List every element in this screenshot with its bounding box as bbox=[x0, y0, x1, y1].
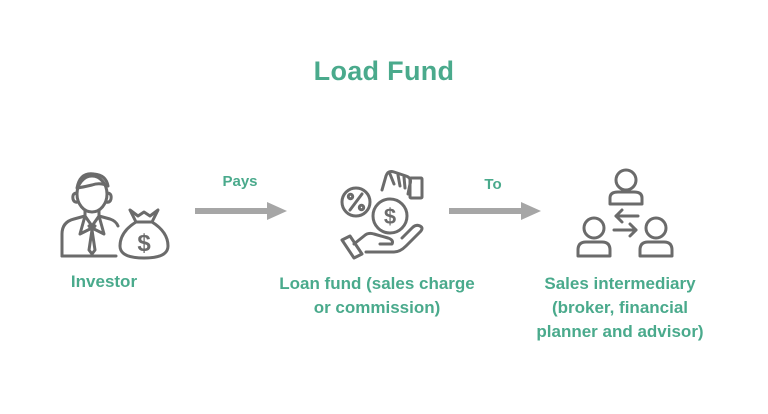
investor-icon: $ bbox=[60, 172, 170, 260]
svg-text:$: $ bbox=[384, 204, 396, 229]
label-line: (broker, financial bbox=[551, 298, 689, 317]
arrow-pays bbox=[195, 202, 287, 220]
arrow-to bbox=[449, 202, 541, 220]
label-line: Sales intermediary bbox=[544, 274, 696, 293]
label-line: planner and advisor) bbox=[536, 322, 704, 341]
label-line: or commission) bbox=[313, 298, 441, 317]
edge-label-to: To bbox=[484, 176, 502, 193]
people-exchange-icon bbox=[576, 168, 674, 258]
label-line: Investor bbox=[70, 272, 138, 291]
label-line: Loan fund (sales charge bbox=[279, 274, 475, 293]
money-hand-icon: $ bbox=[340, 170, 424, 260]
node-label-sales-intermediary: Sales intermediary (broker, financial pl… bbox=[520, 272, 720, 344]
node-label-investor: Investor bbox=[34, 270, 174, 294]
diagram-title: Load Fund bbox=[313, 56, 455, 86]
svg-text:$: $ bbox=[137, 230, 151, 257]
node-label-loan-fund: Loan fund (sales charge or commission) bbox=[262, 272, 492, 320]
edge-label-pays: Pays bbox=[222, 173, 258, 190]
